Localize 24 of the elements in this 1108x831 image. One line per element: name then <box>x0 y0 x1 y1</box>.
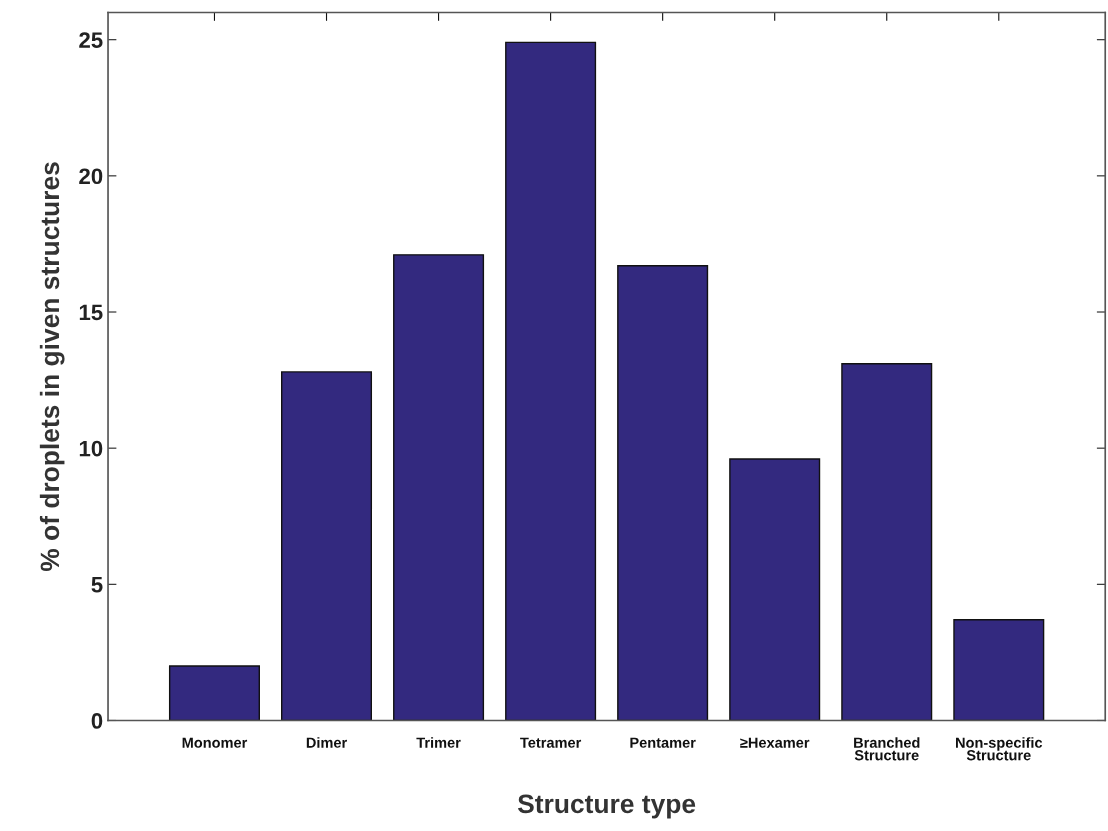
bar <box>617 265 709 721</box>
x-tick-label: Branched Structure <box>854 737 920 761</box>
bar <box>841 363 933 721</box>
y-tick-label: 20 <box>79 168 103 185</box>
y-tick-label: 25 <box>79 32 103 48</box>
x-tick-label: Tetramer <box>520 737 582 748</box>
bar <box>729 458 821 721</box>
x-tick-label: ≥Hexamer <box>740 737 810 748</box>
x-axis-title: Structure type <box>517 794 696 819</box>
bar <box>168 665 260 721</box>
x-tick-label: Non-specific Structure <box>956 737 1043 761</box>
y-axis-title: % of droplets in given structures <box>39 162 65 572</box>
x-tick-label: Pentamer <box>630 737 696 748</box>
y-tick-label: 5 <box>91 577 103 593</box>
bar <box>505 41 597 721</box>
bar <box>953 619 1045 721</box>
bar <box>281 371 373 721</box>
y-tick-label: 0 <box>91 713 103 729</box>
x-tick-label: Trimer <box>416 737 461 748</box>
bar <box>393 254 485 721</box>
y-tick-label: 10 <box>79 440 103 457</box>
x-tick-label: Monomer <box>182 737 248 748</box>
y-tick-label: 15 <box>79 304 103 321</box>
x-tick-label: Dimer <box>306 737 347 748</box>
